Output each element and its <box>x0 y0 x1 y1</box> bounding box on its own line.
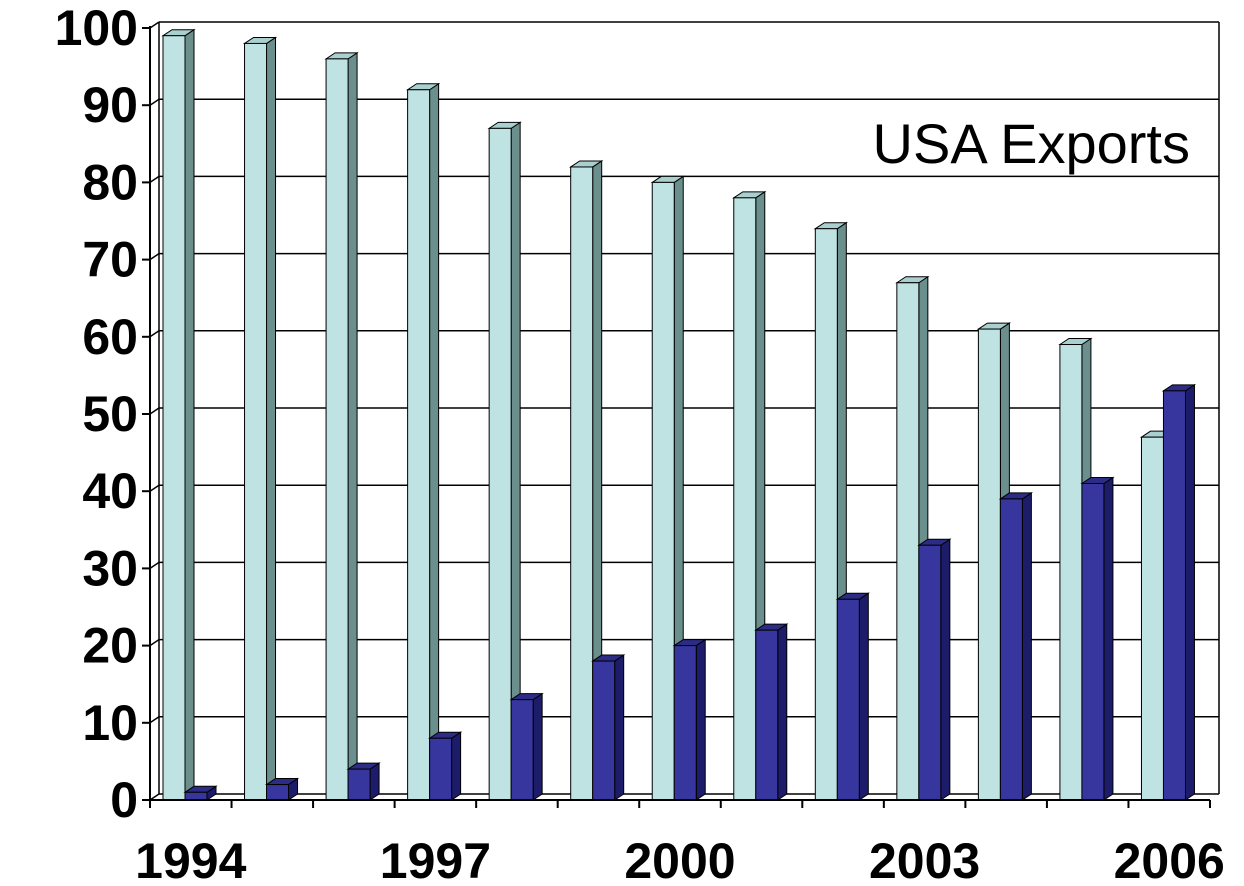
bar-front <box>266 784 290 801</box>
y-tick-label: 40 <box>82 463 138 519</box>
bar-front <box>1140 436 1164 801</box>
bars <box>161 28 1197 801</box>
axes <box>142 26 1211 808</box>
bar <box>487 121 522 801</box>
gridline-depth <box>149 561 160 570</box>
bar <box>264 777 300 801</box>
bar-side <box>695 638 706 801</box>
bar-front <box>244 42 268 801</box>
bar-side <box>1021 491 1032 801</box>
gridline-depth <box>149 98 160 106</box>
x-tick-labels: 1994 1997 2000 2003 2006 <box>135 833 1225 886</box>
bar-side <box>777 623 788 801</box>
x-tick-label: 2003 <box>869 833 980 886</box>
bar-front <box>733 197 757 801</box>
x-tick-label: 1994 <box>135 833 246 886</box>
bar-front <box>1162 390 1186 801</box>
gridline-depth <box>149 484 160 492</box>
gridline-depth <box>149 716 160 724</box>
y-tick-label: 10 <box>82 695 138 751</box>
bar <box>754 623 789 801</box>
bar <box>917 538 952 801</box>
gridline-depth <box>149 638 160 647</box>
x-tick-label: 2006 <box>1114 833 1225 886</box>
bar-side <box>614 654 625 801</box>
bar-front <box>347 768 371 801</box>
bar <box>998 491 1034 801</box>
y-tick-label: 100 <box>55 0 138 56</box>
bar-side <box>940 538 951 801</box>
bar-front <box>184 791 208 801</box>
bar-side <box>451 731 462 801</box>
bar-front <box>407 89 431 801</box>
y-tick-label: 70 <box>82 232 138 288</box>
bar <box>161 28 196 801</box>
bar-front <box>510 699 534 801</box>
bar-front <box>755 629 779 801</box>
bar-front <box>836 598 860 801</box>
bar <box>672 638 707 801</box>
y-tick-label: 60 <box>82 309 138 365</box>
x-tick-label: 1997 <box>380 833 491 886</box>
bar-side <box>532 692 543 801</box>
bar-front <box>651 181 675 801</box>
bar <box>835 592 870 801</box>
bar <box>1080 476 1115 801</box>
gridline-depth <box>149 407 160 415</box>
gridline-depth <box>149 175 160 184</box>
gridline-depth <box>149 330 160 338</box>
x-tick-label: 2000 <box>624 833 735 886</box>
bar-front <box>896 282 920 801</box>
bar-front <box>977 328 1001 801</box>
y-tick-label: 0 <box>110 772 138 828</box>
bar-front <box>325 58 349 801</box>
bar <box>346 762 381 801</box>
bar-front <box>429 737 453 801</box>
bar-front <box>673 645 697 801</box>
bar-side <box>1103 476 1114 801</box>
bar <box>509 692 544 801</box>
bar-front <box>570 166 594 801</box>
bar-side <box>858 592 869 801</box>
bar-front <box>1059 344 1083 801</box>
y-tick-label: 90 <box>82 77 138 133</box>
bar-side <box>1184 383 1195 801</box>
bar <box>242 36 278 801</box>
bar-front <box>1081 482 1105 801</box>
bar <box>591 654 626 801</box>
chart-title: USA Exports <box>873 112 1190 175</box>
bar-front <box>999 498 1023 801</box>
y-tick-label: 30 <box>82 540 138 596</box>
bar-side <box>266 36 277 801</box>
bar-front <box>162 35 186 801</box>
bar-side <box>429 82 440 801</box>
y-tick-labels: 0 10 20 30 40 50 60 70 80 90 100 <box>55 0 138 828</box>
bar <box>405 82 441 801</box>
bar <box>569 160 604 801</box>
bar-side <box>347 51 358 801</box>
bar-side <box>184 28 195 801</box>
bar <box>1161 383 1197 801</box>
bar <box>427 731 463 801</box>
gridline-depth <box>149 21 160 29</box>
bar <box>324 51 359 801</box>
gridline-depth <box>149 252 160 261</box>
bar-front <box>488 127 512 801</box>
y-tick-label: 80 <box>82 154 138 210</box>
y-tick-label: 20 <box>82 618 138 674</box>
y-tick-label: 50 <box>82 386 138 442</box>
bar-front <box>592 660 616 801</box>
bar-front <box>918 544 942 801</box>
bar-front <box>814 228 838 801</box>
bar <box>183 785 218 801</box>
